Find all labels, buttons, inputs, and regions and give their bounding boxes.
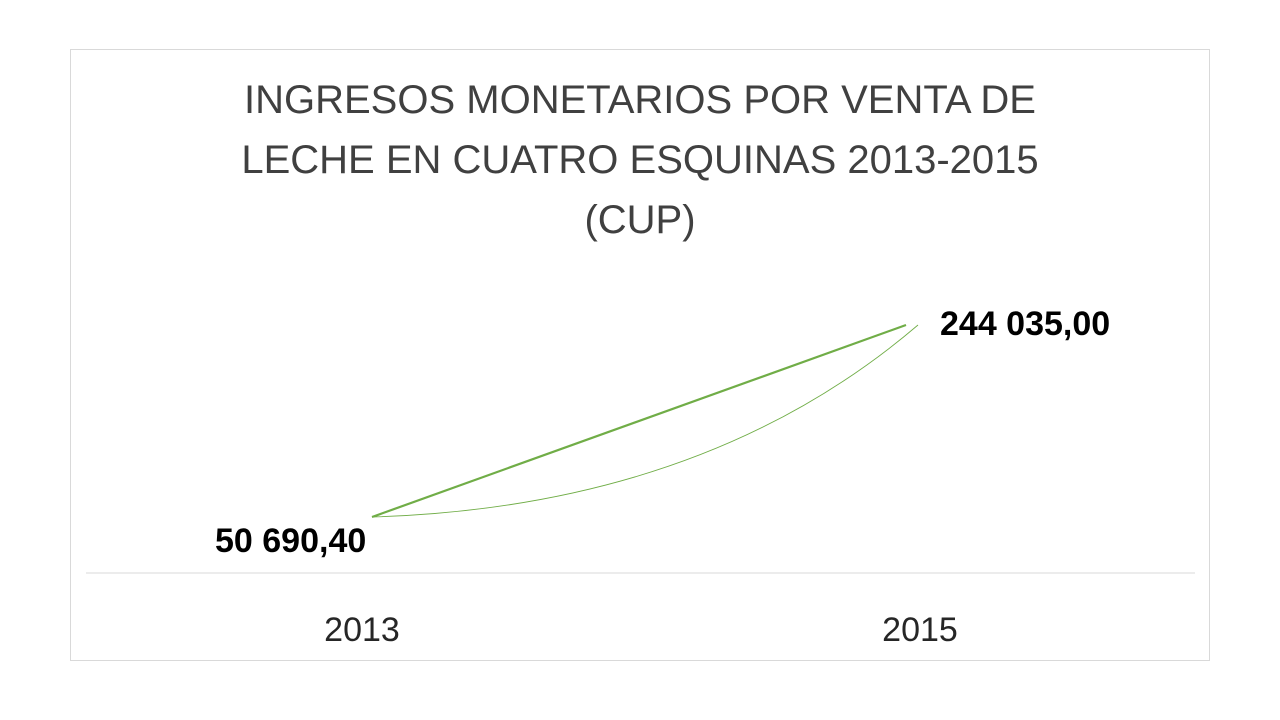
chart-title-line-3: (CUP) [584,198,696,242]
series-line [371,323,907,519]
chart-title-line-2: LECHE EN CUATRO ESQUINAS 2013-2015 [241,138,1039,182]
chart-area [70,49,1210,661]
chart-title: INGRESOS MONETARIOS POR VENTA DE LECHE E… [0,70,1280,250]
trend-curve [371,324,919,518]
x-tick-label-2013: 2013 [324,611,400,649]
chart-title-line-1: INGRESOS MONETARIOS POR VENTA DE [244,78,1036,122]
data-label-2015: 244 035,00 [940,305,1110,343]
x-tick-label-2015: 2015 [882,611,958,649]
data-label-2013: 50 690,40 [215,522,366,560]
